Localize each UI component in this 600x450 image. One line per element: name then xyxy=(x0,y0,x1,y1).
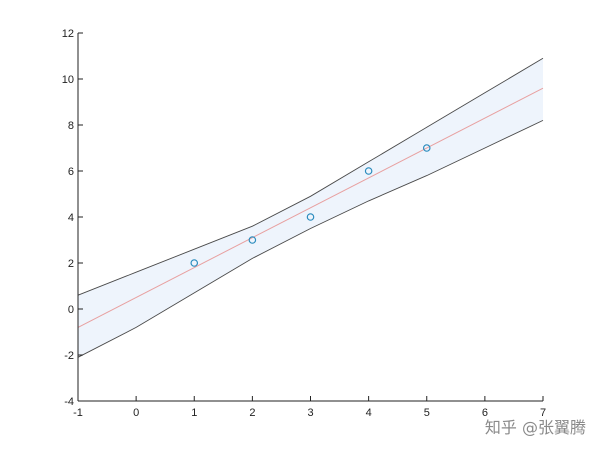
data-point xyxy=(248,236,257,244)
band-upper-edge xyxy=(77,57,544,296)
x-tick-label: -1 xyxy=(73,407,83,419)
y-tick-label: -4 xyxy=(64,396,74,408)
y-tick-label: -2 xyxy=(64,350,74,362)
x-tick-label: 2 xyxy=(249,407,255,419)
y-tick-label: 4 xyxy=(68,212,74,224)
data-point xyxy=(190,259,199,267)
x-tick-label: 4 xyxy=(366,407,372,419)
y-tick-label: 12 xyxy=(62,28,74,40)
x-tick-label: 3 xyxy=(307,407,313,419)
y-tick-label: 6 xyxy=(68,166,74,178)
fit-line xyxy=(77,87,544,328)
y-tick-label: 2 xyxy=(68,258,74,270)
y-tick-label: 10 xyxy=(62,74,74,86)
x-tick-label: 5 xyxy=(424,407,430,419)
band-lower-edge xyxy=(77,119,544,358)
data-point xyxy=(364,167,373,175)
fit-line-layer xyxy=(77,87,544,328)
data-points xyxy=(190,144,431,267)
y-tick-label: 0 xyxy=(68,304,74,316)
x-tick-label: 7 xyxy=(540,407,546,419)
data-point xyxy=(422,144,431,152)
x-tick-label: 6 xyxy=(482,407,488,419)
data-point xyxy=(306,213,315,221)
x-tick-label: 0 xyxy=(133,407,139,419)
y-tick-label: 8 xyxy=(68,120,74,132)
x-tick-label: 1 xyxy=(191,407,197,419)
watermark: 知乎 @张翼腾 xyxy=(484,418,586,437)
